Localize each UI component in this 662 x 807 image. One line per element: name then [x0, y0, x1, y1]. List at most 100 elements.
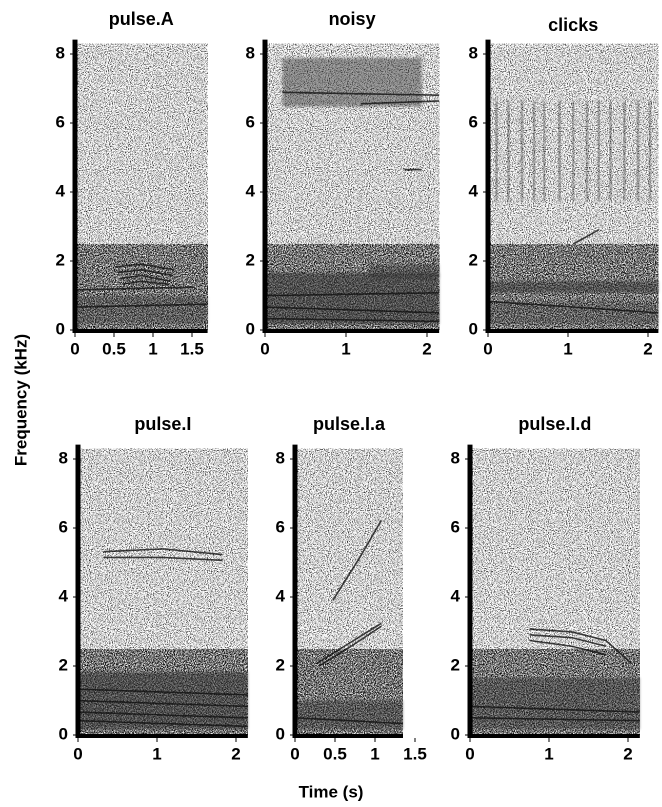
- x-tick-label: 2: [422, 339, 431, 358]
- energy-band: [369, 264, 440, 279]
- x-tick-label: 0: [70, 339, 79, 358]
- call-trace: [332, 519, 383, 601]
- click: [507, 100, 510, 202]
- y-tick-label: 4: [59, 586, 69, 605]
- click: [521, 100, 524, 202]
- y-axis-label: Frequency (kHz): [11, 334, 30, 466]
- call-trace: [469, 705, 640, 713]
- call-trace: [264, 306, 440, 314]
- call-trace: [282, 91, 440, 96]
- energy-band: [295, 700, 403, 730]
- click: [648, 100, 651, 202]
- y-tick-label: 4: [469, 181, 479, 200]
- x-tick-label: 1: [148, 339, 157, 358]
- panel-title: pulse.A: [109, 9, 174, 29]
- x-tick-label: 2: [231, 744, 240, 763]
- y-tick-label: 8: [276, 448, 285, 467]
- energy-band: [282, 57, 422, 107]
- panel-title: pulse.I.a: [313, 414, 386, 434]
- energy-band: [488, 301, 659, 325]
- x-tick-label: 1.5: [403, 744, 427, 763]
- x-tick-label: 2: [643, 339, 652, 358]
- x-tick-label: 0.5: [102, 339, 126, 358]
- call-trace: [103, 548, 223, 556]
- x-axis-label: Time (s): [299, 782, 364, 801]
- energy-band: [78, 672, 248, 730]
- y-tick-label: 2: [276, 655, 285, 674]
- call-trace: [77, 688, 248, 696]
- y-tick-label: 4: [246, 181, 256, 200]
- x-tick-label: 0: [260, 339, 269, 358]
- call-trace: [103, 556, 223, 562]
- y-tick-label: 8: [59, 448, 68, 467]
- y-tick-label: 0: [451, 724, 460, 743]
- call-trace: [529, 633, 607, 648]
- y-tick-label: 0: [246, 319, 255, 338]
- y-tick-label: 0: [276, 724, 285, 743]
- call-trace: [316, 622, 382, 665]
- call-trace: [74, 303, 208, 308]
- y-tick-label: 6: [451, 517, 460, 536]
- x-tick-label: 0: [483, 339, 492, 358]
- call-trace: [74, 286, 195, 291]
- energy-band: [470, 677, 640, 730]
- y-tick-label: 8: [56, 43, 65, 62]
- call-trace: [77, 699, 248, 708]
- y-tick-label: 2: [59, 655, 68, 674]
- x-tick-label: 1: [341, 339, 350, 358]
- click: [495, 100, 498, 202]
- panel-title: pulse.I.d: [518, 414, 591, 434]
- energy-band: [265, 272, 440, 325]
- panel: noisy 0 2 4 6 8 0 1 2: [246, 9, 440, 358]
- click: [623, 100, 626, 202]
- panel: clicks 0 2 4 6 8 0 1 2: [469, 15, 659, 358]
- call-trace: [318, 625, 382, 667]
- call-trace: [77, 719, 248, 728]
- y-tick-label: 2: [246, 250, 255, 269]
- y-tick-label: 8: [469, 43, 478, 62]
- y-tick-label: 4: [56, 181, 66, 200]
- y-tick-label: 0: [56, 319, 65, 338]
- call-trace: [572, 229, 600, 245]
- click: [543, 100, 546, 202]
- panel: pulse.I.a 0 2 4 6 8 0 0.5 1 1.5: [276, 414, 427, 764]
- x-tick-label: 0.5: [323, 744, 347, 763]
- call-trace: [360, 100, 440, 105]
- x-tick-label: 1: [563, 339, 572, 358]
- call-trace: [122, 280, 168, 285]
- call-trace: [529, 639, 607, 656]
- click: [572, 100, 575, 202]
- panel-title: noisy: [329, 9, 376, 29]
- x-tick-label: 1: [544, 744, 553, 763]
- call-trace: [114, 263, 175, 271]
- y-tick-label: 0: [469, 319, 478, 338]
- call-trace: [264, 291, 440, 297]
- y-tick-label: 6: [469, 112, 478, 131]
- call-trace: [529, 628, 632, 665]
- click: [585, 100, 588, 202]
- y-tick-label: 4: [451, 586, 461, 605]
- call-trace: [487, 300, 659, 314]
- panel-title: pulse.I: [134, 414, 191, 434]
- x-tick-label: 1.5: [180, 339, 204, 358]
- panel: pulse.A 0 2 4 6 8 0 0.5 1 1.5: [56, 9, 208, 358]
- x-tick-label: 1: [152, 744, 161, 763]
- call-trace: [469, 717, 640, 722]
- energy-band: [488, 281, 659, 293]
- y-tick-label: 6: [246, 112, 255, 131]
- x-tick-label: 0: [290, 744, 299, 763]
- y-tick-label: 2: [451, 655, 460, 674]
- y-tick-label: 4: [276, 586, 286, 605]
- y-tick-label: 2: [469, 250, 478, 269]
- x-tick-label: 1: [370, 744, 379, 763]
- y-tick-label: 6: [56, 112, 65, 131]
- energy-band: [75, 295, 208, 325]
- panel-title: clicks: [548, 15, 598, 35]
- call-trace: [264, 317, 440, 323]
- call-trace: [77, 711, 248, 719]
- click: [533, 100, 536, 202]
- y-tick-label: 8: [246, 43, 255, 62]
- click: [597, 100, 600, 202]
- call-trace: [119, 274, 171, 283]
- call-trace: [117, 269, 174, 277]
